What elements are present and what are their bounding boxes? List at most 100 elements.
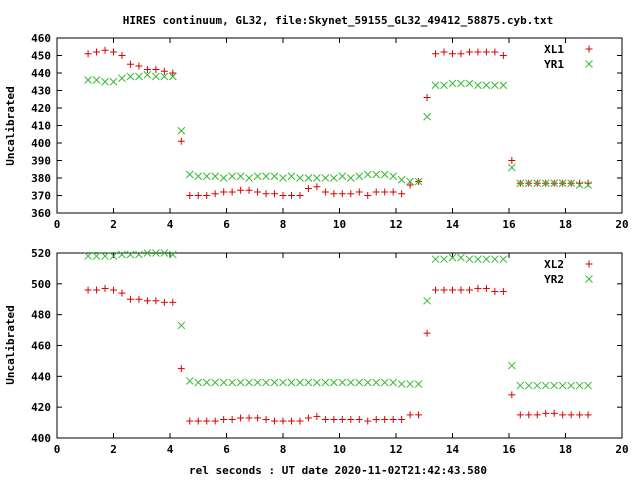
top-xl1-point — [93, 48, 101, 56]
top-yr1-point — [567, 179, 576, 188]
bottom-yr2-point — [135, 250, 143, 259]
bottom-yr2-point — [423, 296, 431, 305]
bottom-yr2-point — [211, 378, 220, 387]
bottom-xl2-point — [567, 411, 575, 419]
top-yr1-point — [482, 81, 491, 90]
top-yr1-point — [160, 72, 169, 81]
y-tick-label: 420 — [31, 401, 51, 414]
bottom-xl2-point — [355, 416, 363, 423]
top-yr1-point — [287, 172, 296, 181]
bottom-ticks: 0 2 4 6 8 10 12 14 16 18 20 400 420 440 460 480 500 520 — [31, 247, 629, 456]
bottom-yr2-point — [575, 381, 584, 390]
bottom-yr2-point — [177, 321, 186, 330]
top-yr1-point — [92, 76, 101, 84]
bottom-xl2-point — [110, 286, 117, 294]
x-tick-label: 4 — [167, 443, 174, 456]
bottom-yr2-point — [448, 253, 457, 262]
bottom-plot-frame — [56, 252, 623, 439]
x-tick-label: 2 — [110, 218, 117, 231]
bottom-yr2-point — [346, 378, 355, 387]
top-xl1-point — [143, 66, 151, 73]
top-yr1-point — [575, 181, 584, 189]
top-xl1-point — [482, 48, 490, 56]
top-xl1-point — [177, 137, 185, 145]
bottom-yr2-point — [584, 381, 592, 390]
top-xl1-point — [169, 69, 177, 77]
bottom-yr2-point — [329, 378, 338, 387]
top-yr1-point — [457, 79, 465, 88]
bottom-xl2-point — [398, 416, 406, 423]
bottom-xl2-point — [533, 411, 541, 419]
y-tick-label: 410 — [31, 120, 51, 133]
top-yr1-point — [270, 172, 279, 181]
y-tick-label: 440 — [31, 370, 51, 383]
bottom-yr2-point — [168, 250, 177, 259]
top-yr1-point — [152, 72, 160, 81]
bottom-xl2-point — [423, 329, 431, 337]
bottom-yr2-point — [92, 252, 101, 260]
bottom-xl2-point — [432, 286, 440, 294]
bottom-yr2-point — [236, 378, 245, 387]
legend-marker-xl2 — [585, 260, 593, 268]
top-marks — [84, 46, 592, 199]
bottom-xl2-point — [542, 409, 550, 417]
bottom-yr2-point — [380, 378, 389, 387]
x-tick-label: 6 — [223, 218, 230, 231]
bottom-xl2-point — [211, 417, 219, 425]
bottom-xl2-point — [203, 417, 211, 425]
top-xl1-point — [465, 48, 473, 56]
top-yr1-point — [465, 79, 474, 88]
top-yr1-point — [541, 179, 550, 188]
bottom-yr2-point — [202, 378, 211, 387]
top-yr1-point — [245, 174, 253, 182]
bottom-yr2-point — [118, 250, 126, 259]
x-tick-label: 10 — [333, 218, 346, 231]
top-xl1-point — [338, 190, 346, 198]
bottom-yr2-point — [152, 249, 160, 257]
top-xl1-point — [101, 46, 109, 54]
bottom-xl2-point — [143, 297, 151, 305]
x-tick-label: 0 — [54, 443, 61, 456]
y-tick-label: 480 — [31, 309, 51, 322]
top-xl1-point — [110, 48, 117, 56]
bottom-xl2-point — [152, 297, 160, 305]
bottom-xl2-point — [262, 416, 270, 423]
x-tick-label: 14 — [446, 443, 460, 456]
top-xl1-point — [381, 188, 389, 196]
top-yr1-point — [313, 174, 321, 182]
bottom-yr2-point — [160, 249, 169, 257]
top-xl1-point — [262, 190, 270, 198]
top-y-axis-label: Uncalibrated — [4, 86, 17, 165]
top-xl1-point — [118, 52, 126, 59]
bottom-xl2-point — [449, 286, 456, 294]
bottom-xl2-point — [550, 409, 558, 417]
x-tick-label: 18 — [559, 218, 572, 231]
bottom-xl2-point — [304, 414, 312, 422]
bottom-xl2-point — [84, 286, 92, 294]
bottom-yr2-point — [262, 378, 270, 387]
x-tick-label: 8 — [280, 443, 287, 456]
top-yr1-point — [211, 172, 220, 181]
top-yr1-point — [126, 72, 135, 81]
legend-marker-xl1 — [585, 45, 593, 53]
top-xl1-point — [457, 50, 465, 58]
top-yr1-point — [296, 174, 304, 182]
bottom-yr2-point — [143, 249, 152, 257]
bottom-xl2-point — [364, 417, 372, 425]
bottom-xl2-point — [482, 284, 490, 292]
bottom-yr2-point — [355, 378, 364, 387]
bottom-yr2-point — [541, 381, 550, 390]
x-tick-label: 12 — [389, 443, 402, 456]
y-tick-label: 450 — [31, 50, 51, 63]
top-xl1-point — [389, 188, 397, 196]
x-tick-label: 16 — [502, 443, 516, 456]
bottom-xl2-point — [576, 411, 584, 419]
top-xl1-point — [432, 50, 440, 58]
bottom-xl2-point — [287, 417, 295, 425]
top-xl1-point — [194, 192, 202, 199]
y-tick-label: 400 — [31, 137, 51, 150]
top-xl1-point — [372, 188, 380, 196]
bottom-yr2-point — [321, 378, 330, 387]
top-panel: Uncalibrated 0 2 4 6 8 10 12 14 16 18 20 360 370 380 3… — [4, 32, 629, 231]
x-tick-label: 20 — [615, 443, 628, 456]
